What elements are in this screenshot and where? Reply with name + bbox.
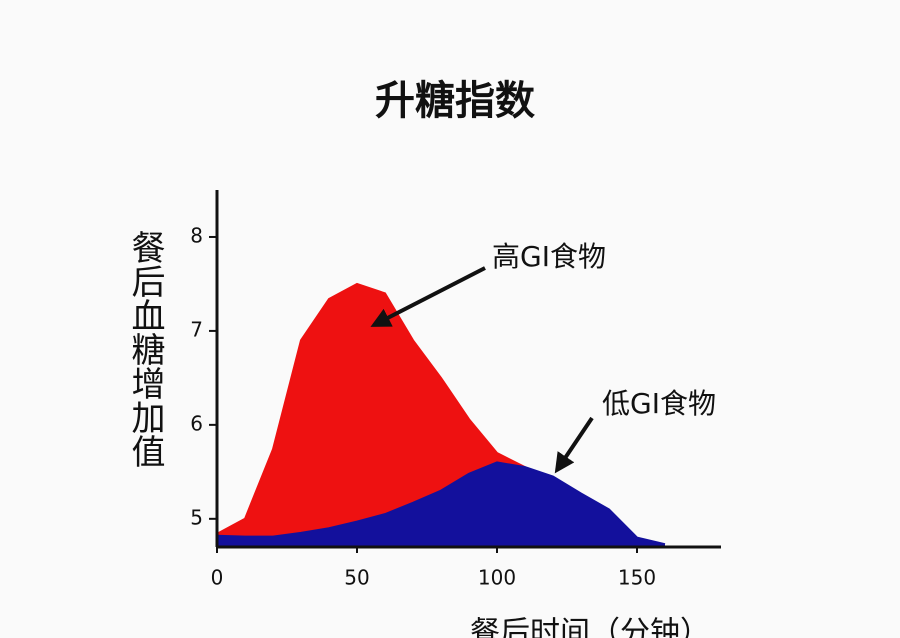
area-fill <box>217 462 665 547</box>
area-line <box>216 282 526 535</box>
x-axis-label: 餐后时间（分钟） <box>470 616 710 638</box>
area-fill <box>217 283 525 547</box>
y-tick-label: 7 <box>190 317 203 341</box>
x-tick-label: 150 <box>618 566 656 590</box>
y-tick-label: 8 <box>190 223 203 247</box>
annotation-arrow <box>370 266 486 327</box>
y-tick-label: 6 <box>190 411 203 435</box>
x-tick-label: 100 <box>478 566 516 590</box>
y-axis-label: 餐后血糖增加值 <box>125 230 165 468</box>
area-line <box>216 461 666 546</box>
y-tick-label: 5 <box>190 505 203 529</box>
annotation: 低GI食物 <box>602 387 716 420</box>
annotation: 高GI食物 <box>492 240 606 273</box>
x-tick-label: 0 <box>211 566 224 590</box>
x-tick-label: 50 <box>344 566 369 590</box>
annotation-arrow <box>554 416 594 474</box>
chart-title: 升糖指数 <box>375 78 535 124</box>
